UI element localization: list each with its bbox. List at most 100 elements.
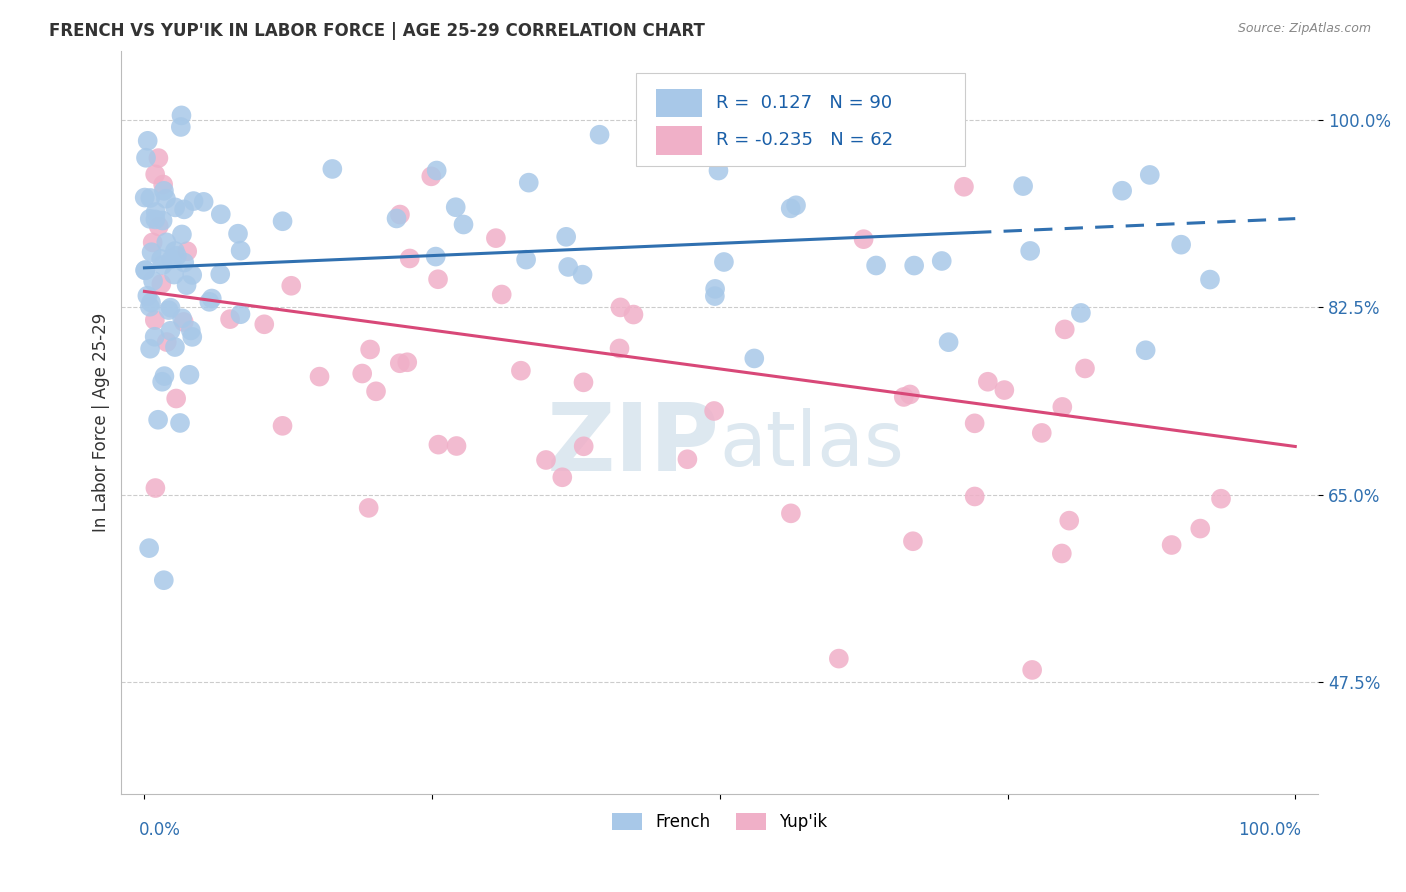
Point (153, 573, 176, 587)
Point (444, 200, 467, 214)
Text: Source: ZipAtlas.com: Source: ZipAtlas.com (1237, 22, 1371, 36)
Point (1070, 306, 1092, 320)
Legend: French, Yup'ik: French, Yup'ik (606, 806, 834, 838)
Point (609, 342, 631, 356)
Point (163, 340, 186, 354)
Point (201, 292, 224, 306)
Text: 100.0%: 100.0% (1239, 821, 1301, 838)
Point (143, 167, 166, 181)
Point (446, 439, 468, 453)
Point (134, 263, 156, 277)
Point (509, 364, 531, 378)
Point (785, 198, 807, 212)
Point (271, 418, 294, 433)
Point (1074, 361, 1097, 376)
Point (172, 311, 194, 326)
Point (571, 268, 593, 282)
Point (157, 303, 180, 318)
Point (156, 334, 179, 349)
Point (676, 452, 699, 467)
Point (280, 278, 302, 293)
Point (1021, 663, 1043, 677)
Point (427, 437, 450, 451)
Point (253, 318, 276, 332)
Point (623, 308, 645, 322)
Point (179, 368, 201, 382)
Point (152, 258, 174, 272)
Point (153, 369, 176, 384)
Point (166, 249, 188, 263)
Text: FRENCH VS YUP'IK IN LABOR FORCE | AGE 25-29 CORRELATION CHART: FRENCH VS YUP'IK IN LABOR FORCE | AGE 25… (49, 22, 704, 40)
Point (143, 330, 166, 344)
Point (308, 369, 330, 384)
Point (181, 330, 204, 344)
Point (139, 342, 162, 356)
Point (1050, 546, 1073, 560)
Point (953, 179, 976, 194)
Point (145, 205, 167, 219)
Point (848, 138, 870, 153)
Point (898, 387, 921, 401)
Text: R =  0.127   N = 90: R = 0.127 N = 90 (716, 94, 893, 112)
Point (139, 211, 162, 226)
Point (938, 335, 960, 350)
Point (703, 289, 725, 303)
Point (176, 278, 198, 293)
Point (515, 252, 537, 267)
Point (160, 252, 183, 267)
Point (779, 202, 801, 216)
Point (170, 227, 193, 242)
Point (396, 355, 419, 369)
Point (139, 191, 162, 205)
Point (180, 323, 202, 337)
Text: 0.0%: 0.0% (139, 821, 180, 838)
Point (271, 214, 294, 228)
Point (780, 506, 803, 520)
Point (1057, 514, 1080, 528)
Point (427, 272, 450, 286)
Point (385, 211, 408, 226)
Point (143, 313, 166, 327)
Text: R = -0.235   N = 62: R = -0.235 N = 62 (716, 131, 893, 150)
Point (357, 500, 380, 515)
Point (170, 120, 193, 134)
Point (485, 231, 508, 245)
Point (139, 300, 162, 314)
Point (865, 259, 887, 273)
Point (388, 208, 411, 222)
Point (146, 413, 169, 427)
Point (572, 439, 595, 453)
Point (491, 287, 513, 301)
Point (183, 194, 205, 208)
Point (572, 376, 595, 390)
Point (170, 108, 193, 122)
Point (209, 267, 232, 281)
Point (425, 250, 447, 264)
Point (1170, 237, 1192, 252)
Point (1209, 491, 1232, 506)
Point (1160, 538, 1182, 552)
Point (1012, 179, 1035, 194)
Point (193, 194, 215, 209)
Point (517, 176, 540, 190)
Point (209, 207, 232, 221)
Point (169, 416, 191, 430)
Point (152, 213, 174, 227)
Point (1052, 400, 1074, 414)
Point (173, 202, 195, 217)
Point (609, 301, 631, 315)
Point (135, 151, 157, 165)
Point (134, 190, 156, 204)
Point (555, 229, 578, 244)
Point (155, 235, 177, 250)
Point (931, 254, 953, 268)
Point (364, 384, 387, 399)
Point (176, 244, 198, 259)
Point (977, 375, 1000, 389)
Point (707, 163, 730, 178)
Bar (657, 127, 702, 154)
Point (142, 235, 165, 250)
Point (398, 252, 420, 266)
Point (155, 192, 177, 206)
Point (1031, 425, 1053, 440)
